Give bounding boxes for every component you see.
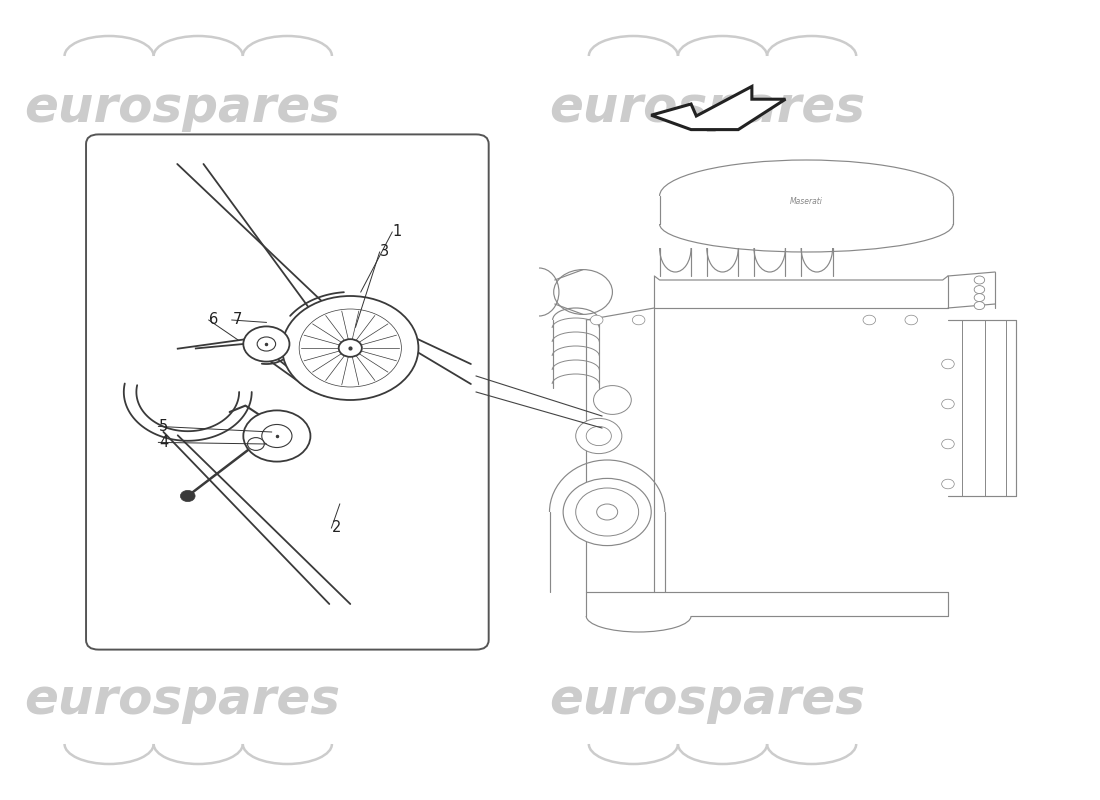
- Circle shape: [180, 490, 195, 502]
- Text: 2: 2: [332, 521, 341, 535]
- Circle shape: [942, 439, 954, 449]
- Text: Maserati: Maserati: [790, 197, 823, 206]
- Circle shape: [575, 418, 622, 454]
- Polygon shape: [651, 86, 785, 130]
- Circle shape: [339, 339, 362, 357]
- Circle shape: [248, 438, 264, 450]
- Text: eurospares: eurospares: [549, 84, 865, 132]
- Text: 5: 5: [160, 419, 168, 434]
- FancyBboxPatch shape: [86, 134, 488, 650]
- Circle shape: [942, 359, 954, 369]
- Text: eurospares: eurospares: [24, 676, 341, 724]
- Circle shape: [975, 286, 984, 294]
- Circle shape: [942, 399, 954, 409]
- Text: eurospares: eurospares: [549, 676, 865, 724]
- Circle shape: [563, 478, 651, 546]
- Circle shape: [632, 315, 645, 325]
- Circle shape: [975, 276, 984, 284]
- Text: 1: 1: [393, 225, 403, 239]
- Circle shape: [591, 315, 603, 325]
- Circle shape: [243, 410, 310, 462]
- Circle shape: [282, 296, 418, 400]
- Circle shape: [594, 386, 631, 414]
- Circle shape: [942, 479, 954, 489]
- Circle shape: [905, 315, 917, 325]
- Circle shape: [864, 315, 876, 325]
- Text: 7: 7: [232, 313, 242, 327]
- Text: 4: 4: [160, 435, 168, 450]
- Text: eurospares: eurospares: [24, 84, 341, 132]
- Circle shape: [975, 294, 984, 302]
- Circle shape: [975, 302, 984, 310]
- Circle shape: [243, 326, 289, 362]
- Text: 3: 3: [381, 245, 389, 259]
- Text: 6: 6: [209, 313, 219, 327]
